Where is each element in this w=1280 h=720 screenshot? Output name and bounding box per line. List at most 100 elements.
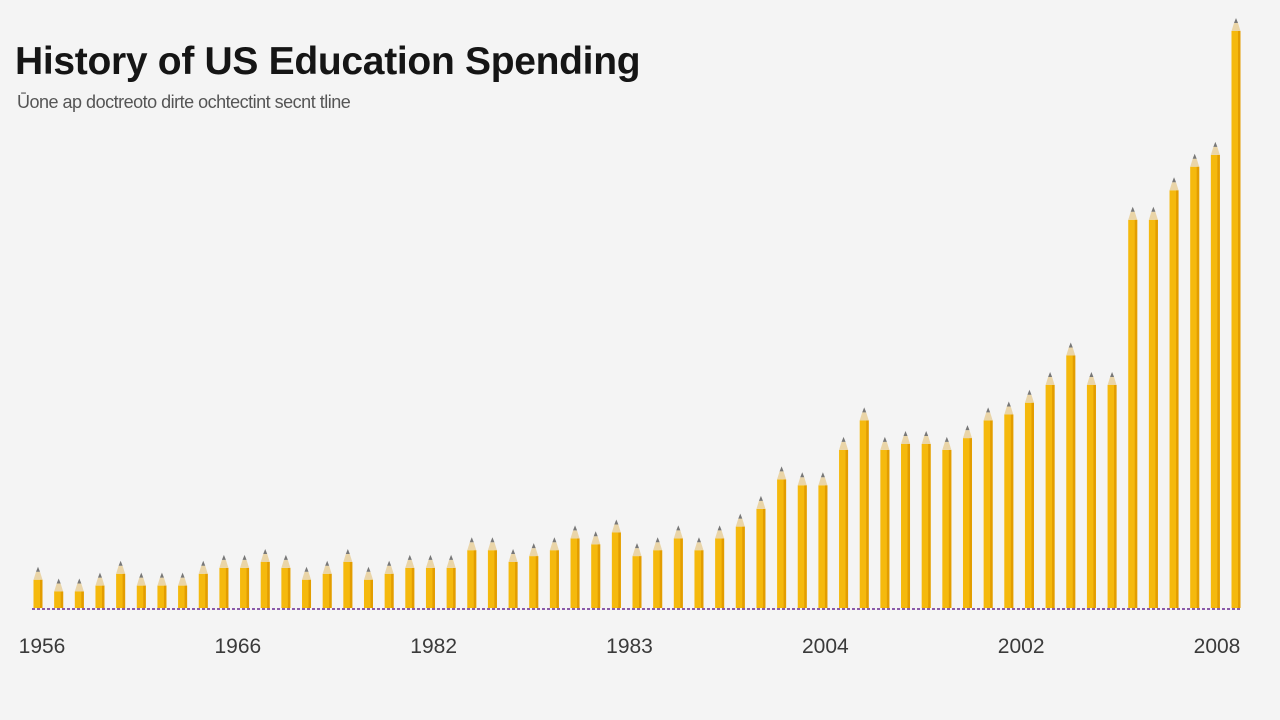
bar-shade bbox=[308, 579, 312, 608]
bar bbox=[33, 566, 43, 608]
bar-body bbox=[839, 449, 849, 608]
bar-tip-graphite bbox=[1130, 206, 1135, 212]
bar-body bbox=[467, 550, 477, 608]
bar-body bbox=[446, 567, 456, 608]
bar-tip-graphite bbox=[635, 543, 639, 549]
bar-shade bbox=[639, 556, 642, 608]
bar-shade bbox=[494, 550, 497, 608]
bar bbox=[983, 407, 993, 608]
bar-shade bbox=[205, 573, 208, 608]
bar-shade bbox=[659, 550, 663, 608]
bar-body bbox=[116, 573, 126, 608]
bar bbox=[405, 554, 415, 608]
bar-tip-graphite bbox=[573, 525, 578, 531]
x-tick-label: 2008 bbox=[1194, 635, 1241, 658]
bar-tip-wood bbox=[591, 536, 601, 545]
bar-shade bbox=[81, 591, 84, 608]
bar-body bbox=[33, 579, 43, 608]
bar-tip-graphite bbox=[965, 425, 970, 431]
bar-body bbox=[302, 579, 312, 608]
bar-tip-graphite bbox=[1192, 153, 1197, 159]
bar-tip-wood bbox=[756, 500, 766, 509]
bar-tip-graphite bbox=[593, 531, 598, 537]
bar-tip-graphite bbox=[56, 578, 61, 584]
bar-body bbox=[818, 485, 828, 608]
bar-tip-graphite bbox=[304, 566, 309, 572]
bar-shade bbox=[1031, 402, 1034, 608]
bar-shade bbox=[473, 550, 477, 608]
bar-tip-wood bbox=[1066, 347, 1076, 356]
bar-tip-wood bbox=[921, 436, 931, 444]
bar-tip-graphite bbox=[77, 578, 82, 584]
bar-tip-wood bbox=[467, 542, 477, 551]
bar-tip-wood bbox=[715, 530, 725, 539]
bar-body bbox=[487, 550, 497, 608]
bar bbox=[880, 436, 890, 608]
bar-tip-graphite bbox=[1172, 177, 1177, 183]
bar-shade bbox=[101, 585, 105, 608]
bar-shade bbox=[742, 526, 745, 608]
bar-tip-graphite bbox=[738, 513, 743, 519]
bar-shade bbox=[1093, 385, 1096, 608]
bar-body bbox=[1128, 219, 1138, 609]
bar-tip-graphite bbox=[1151, 206, 1156, 212]
bar-tip-graphite bbox=[986, 407, 991, 413]
bar-tip-wood bbox=[405, 559, 415, 568]
bar-shade bbox=[680, 538, 683, 608]
bar bbox=[1231, 18, 1241, 608]
bar-shade bbox=[824, 485, 828, 608]
bar bbox=[74, 578, 84, 608]
bar-body bbox=[570, 538, 580, 608]
bar bbox=[384, 560, 394, 608]
bar bbox=[591, 531, 601, 608]
bar-body bbox=[797, 485, 807, 608]
bar-body bbox=[962, 438, 972, 608]
bar bbox=[1004, 401, 1014, 608]
bar-body bbox=[136, 585, 146, 608]
bar-tip-wood bbox=[839, 441, 849, 450]
bar-tip-wood bbox=[549, 542, 559, 551]
bar-tip-graphite bbox=[242, 554, 247, 560]
bar-tip-graphite bbox=[180, 572, 185, 578]
bar-tip-graphite bbox=[1006, 401, 1011, 407]
bar-shade bbox=[60, 591, 64, 608]
bar-tip-graphite bbox=[1068, 342, 1073, 348]
bar-body bbox=[859, 420, 869, 608]
bar-tip-graphite bbox=[820, 472, 825, 478]
bar-tip-wood bbox=[694, 542, 704, 551]
bar-shade bbox=[907, 444, 911, 608]
bar-body bbox=[1210, 154, 1220, 608]
bar-body bbox=[157, 585, 167, 608]
bar-body bbox=[715, 538, 725, 608]
bar-body bbox=[777, 479, 787, 608]
bar-shade bbox=[928, 444, 931, 608]
bar-tip-graphite bbox=[97, 572, 102, 578]
bar-tip-wood bbox=[1169, 182, 1179, 191]
bar-shade bbox=[535, 556, 539, 608]
bar-tip-graphite bbox=[325, 560, 330, 566]
bar-shade bbox=[515, 562, 518, 608]
bar-tip-wood bbox=[880, 441, 890, 450]
bar-body bbox=[54, 591, 64, 608]
bar bbox=[1210, 141, 1220, 608]
bar-tip-graphite bbox=[1110, 372, 1115, 377]
bar-tip-graphite bbox=[758, 495, 763, 501]
bar-tip-wood bbox=[777, 471, 787, 480]
bar-body bbox=[735, 526, 745, 608]
bar-body bbox=[632, 556, 642, 608]
bar-shade bbox=[762, 508, 766, 608]
bar-shade bbox=[40, 579, 43, 608]
bar-tip-wood bbox=[1231, 23, 1241, 31]
bar-shade bbox=[1155, 219, 1158, 609]
x-tick-label: 2004 bbox=[802, 635, 849, 658]
bar-shade bbox=[184, 585, 188, 608]
bar-shade bbox=[1217, 154, 1220, 608]
bar-tip-wood bbox=[508, 554, 518, 562]
bar-tip-wood bbox=[136, 577, 146, 586]
bar-body bbox=[1107, 385, 1117, 608]
chart-subtitle: Ūone ap doctreoto dirte ochtectint secnt… bbox=[17, 92, 351, 112]
bar-tip-graphite bbox=[36, 566, 40, 572]
bar bbox=[694, 537, 704, 608]
bar-tip-wood bbox=[33, 571, 43, 580]
bar-shade bbox=[411, 567, 415, 608]
